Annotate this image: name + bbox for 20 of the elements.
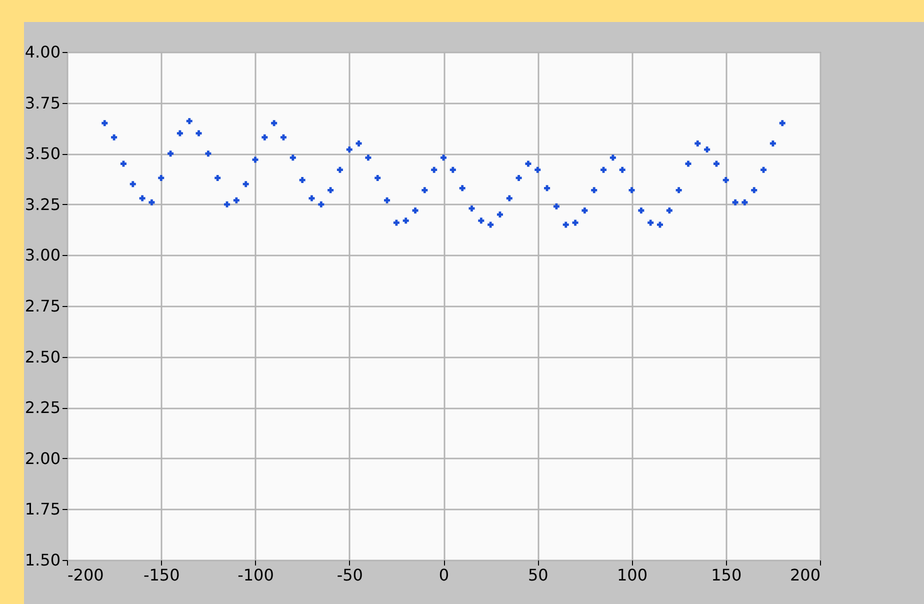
y-tick-label: 2.75 [24, 296, 60, 316]
x-tick-label: -200 [68, 566, 104, 584]
y-tick-label: 2.25 [24, 398, 60, 418]
y-tick-label: 3.25 [24, 194, 60, 214]
y-tick-label: 3.50 [24, 144, 60, 164]
x-tick-label: -50 [336, 566, 363, 584]
x-tick-label: 0 [438, 566, 450, 584]
y-tick-label: 4.00 [24, 42, 60, 62]
y-tick-label: 1.75 [24, 500, 60, 519]
x-tick-label: 50 [528, 566, 548, 584]
x-tick-label: -100 [238, 566, 274, 584]
x-tick-label: 150 [711, 566, 742, 584]
y-tick-label: 1.50 [24, 550, 60, 570]
y-tick-label: 2.00 [24, 448, 60, 468]
y-tick-label: 2.50 [24, 347, 60, 366]
x-tick-label: -150 [143, 566, 180, 584]
y-tick-label: 3.00 [24, 246, 60, 265]
y-tick-label: 3.75 [24, 93, 60, 112]
x-tick-label: 200 [790, 566, 820, 584]
x-tick-label: 100 [616, 566, 648, 584]
